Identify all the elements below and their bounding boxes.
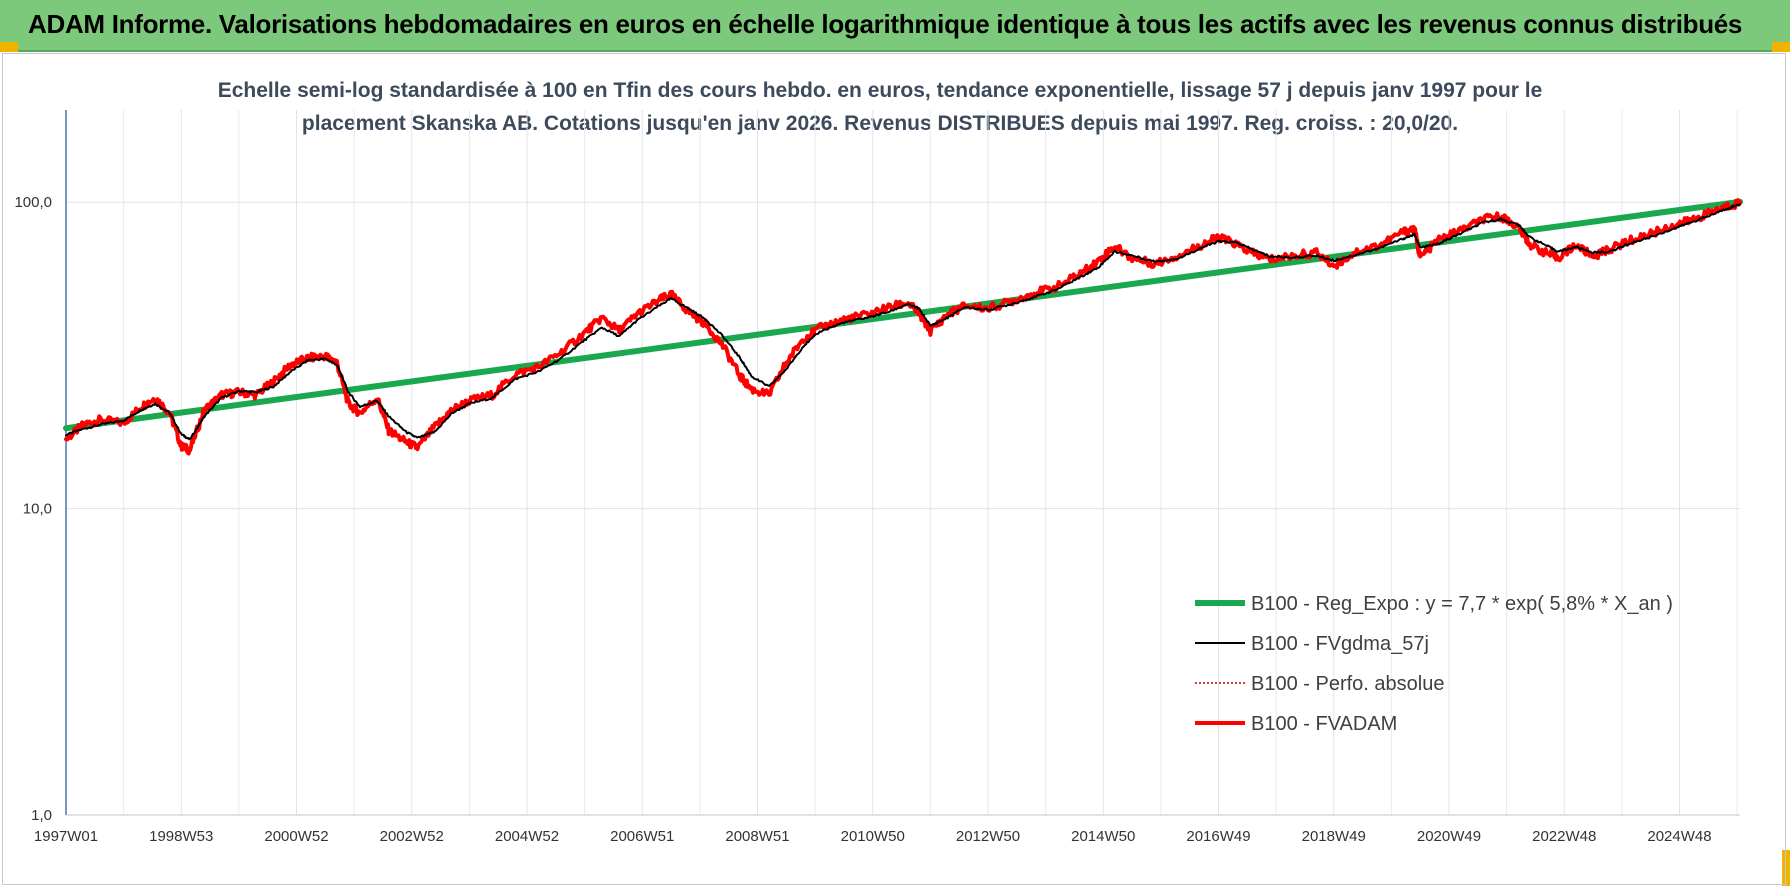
legend-entry-0: B100 - Reg_Expo : y = 7,7 * exp( 5,8% * … bbox=[1251, 593, 1673, 615]
x-tick-label: 2014W50 bbox=[1071, 828, 1135, 845]
corner-marker-bottom-right bbox=[1782, 850, 1790, 886]
report-title: ADAM Informe. Valorisations hebdomadaire… bbox=[28, 9, 1743, 39]
series-line-1 bbox=[65, 203, 1741, 441]
series-line-0 bbox=[63, 198, 1743, 432]
chart-axes: 1997W01 1998W53 2000W52 2002W52 2004W52 2006W… bbox=[14, 110, 1740, 845]
series-line-3 bbox=[64, 198, 1742, 456]
x-tick-label: 2018W49 bbox=[1302, 828, 1366, 845]
corner-marker-top-left bbox=[0, 42, 18, 52]
x-tick-label: 2012W50 bbox=[956, 828, 1020, 845]
x-tick-label: 2024W48 bbox=[1647, 828, 1711, 845]
x-tick-label: 1998W53 bbox=[149, 828, 213, 845]
legend-entry-2: B100 - Perfo. absolue bbox=[1251, 673, 1444, 695]
x-tick-label: 2004W52 bbox=[495, 828, 559, 845]
x-tick-label: 2020W49 bbox=[1417, 828, 1481, 845]
report-banner: ADAM Informe. Valorisations hebdomadaire… bbox=[0, 0, 1790, 52]
x-tick-label: 2006W51 bbox=[610, 828, 674, 845]
x-tick-label: 2008W51 bbox=[725, 828, 789, 845]
x-tick-label: 2016W49 bbox=[1186, 828, 1250, 845]
x-tick-label: 2000W52 bbox=[264, 828, 328, 845]
legend-entry-1: B100 - FVgdma_57j bbox=[1251, 633, 1429, 655]
chart-title: Echelle semi-log standardisée à 100 en T… bbox=[217, 79, 1543, 135]
x-tick-label: 2002W52 bbox=[380, 828, 444, 845]
legend-entry-3: B100 - FVADAM bbox=[1251, 713, 1397, 735]
chart-frame bbox=[2, 53, 1786, 885]
y-tick-label: 100,0 bbox=[14, 194, 52, 211]
corner-marker-top-right bbox=[1772, 42, 1790, 52]
y-tick-label: 10,0 bbox=[23, 501, 52, 518]
chart-legend: B100 - Reg_Expo : y = 7,7 * exp( 5,8% * … bbox=[1195, 593, 1673, 735]
chart-series bbox=[63, 198, 1743, 456]
x-tick-label: 2010W50 bbox=[841, 828, 905, 845]
y-tick-label: 1,0 bbox=[31, 807, 52, 824]
x-tick-label: 2022W48 bbox=[1532, 828, 1596, 845]
x-tick-label: 1997W01 bbox=[34, 828, 98, 845]
